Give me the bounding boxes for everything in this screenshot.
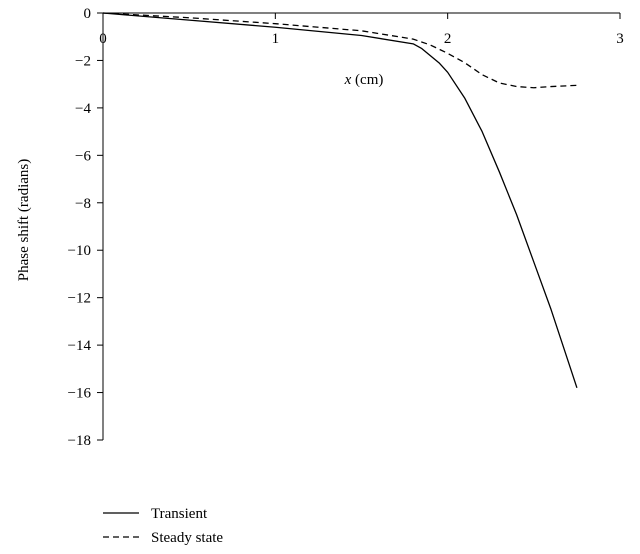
- x-tick-label: 3: [616, 31, 624, 47]
- y-tick-label: −14: [68, 338, 92, 354]
- x-ticks: 0 1 2 3: [99, 13, 624, 47]
- legend-label-transient: Transient: [151, 506, 208, 522]
- y-axis-title: Phase shift (radians): [16, 159, 32, 281]
- series-line-transient: [102, 12, 578, 389]
- y-tick-label: −10: [68, 243, 91, 259]
- y-ticks: 0 −2 −4 −6 −8 −10 −12 −14 −16 −18: [68, 6, 103, 449]
- x-axis-title-var: x: [344, 72, 352, 88]
- y-tick-label: −6: [75, 148, 91, 164]
- series-layer: [102, 12, 578, 389]
- x-tick-label: 1: [272, 31, 280, 47]
- y-tick-label: −16: [68, 386, 92, 402]
- x-axis-title-unit: (cm): [351, 72, 383, 88]
- y-tick-label: 0: [84, 6, 92, 22]
- x-tick-label: 0: [99, 31, 107, 47]
- x-axis-title: x (cm): [344, 72, 384, 88]
- y-tick-label: −12: [68, 291, 91, 307]
- legend-label-steady-state: Steady state: [151, 530, 223, 546]
- axes: [102, 12, 620, 440]
- y-tick-label: −2: [75, 53, 91, 69]
- legend: Transient Steady state: [103, 506, 223, 546]
- legend-item-steady-state: Steady state: [103, 530, 223, 546]
- series-line-steady-state: [102, 12, 577, 89]
- y-tick-label: −18: [68, 433, 91, 449]
- y-tick-label: −8: [75, 196, 91, 212]
- legend-item-transient: Transient: [103, 506, 208, 522]
- x-tick-label: 2: [444, 31, 452, 47]
- y-tick-label: −4: [75, 101, 91, 117]
